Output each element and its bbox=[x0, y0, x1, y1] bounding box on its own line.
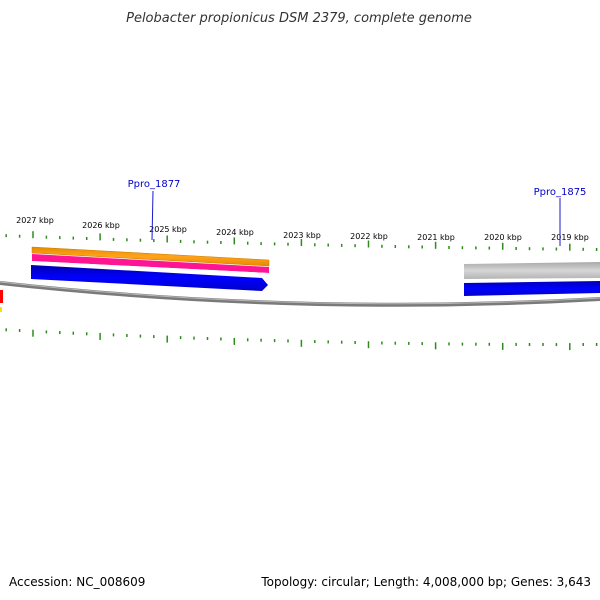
map-title: Pelobacter propionicus DSM 2379, complet… bbox=[126, 11, 472, 26]
edge-feature-yellow[interactable] bbox=[0, 307, 2, 312]
tick-label-2019: 2019 kbp bbox=[551, 233, 589, 242]
gene-label-ppro-1875[interactable]: Ppro_1875 bbox=[534, 187, 587, 198]
feature-track-pink[interactable] bbox=[32, 254, 269, 273]
tick-label-2023: 2023 kbp bbox=[283, 231, 321, 240]
gene-label-ppro-1877[interactable]: Ppro_1877 bbox=[128, 179, 181, 190]
tick-label-2024: 2024 kbp bbox=[216, 228, 254, 237]
edge-feature-red[interactable] bbox=[0, 290, 3, 303]
accession-label: Accession: NC_008609 bbox=[9, 575, 145, 589]
outer-tick-marks bbox=[5, 231, 598, 251]
genome-summary-label: Topology: circular; Length: 4,008,000 bp… bbox=[260, 575, 591, 589]
genome-backbone-highlight bbox=[0, 281, 600, 305]
feature-track-orange[interactable] bbox=[31, 246, 270, 267]
tick-labels: 2027 kbp 2026 kbp 2025 kbp 2024 kbp 2023… bbox=[16, 216, 589, 242]
tick-label-2021: 2021 kbp bbox=[417, 233, 455, 242]
tick-label-2026: 2026 kbp bbox=[82, 221, 120, 230]
tick-label-2022: 2022 kbp bbox=[350, 232, 388, 241]
tick-label-2020: 2020 kbp bbox=[484, 233, 522, 242]
cds-arrow-ppro-1877[interactable] bbox=[31, 265, 268, 291]
tick-label-2025: 2025 kbp bbox=[149, 225, 187, 234]
genome-backbone bbox=[0, 281, 600, 307]
gene-label-line-ppro-1877 bbox=[151, 190, 154, 241]
cds-arrow-ppro-1875[interactable] bbox=[464, 281, 600, 296]
inner-tick-marks bbox=[5, 328, 598, 351]
feature-track-white-gap bbox=[32, 261, 269, 277]
feature-track-gray[interactable] bbox=[464, 262, 600, 279]
tick-label-2027: 2027 kbp bbox=[16, 216, 54, 225]
